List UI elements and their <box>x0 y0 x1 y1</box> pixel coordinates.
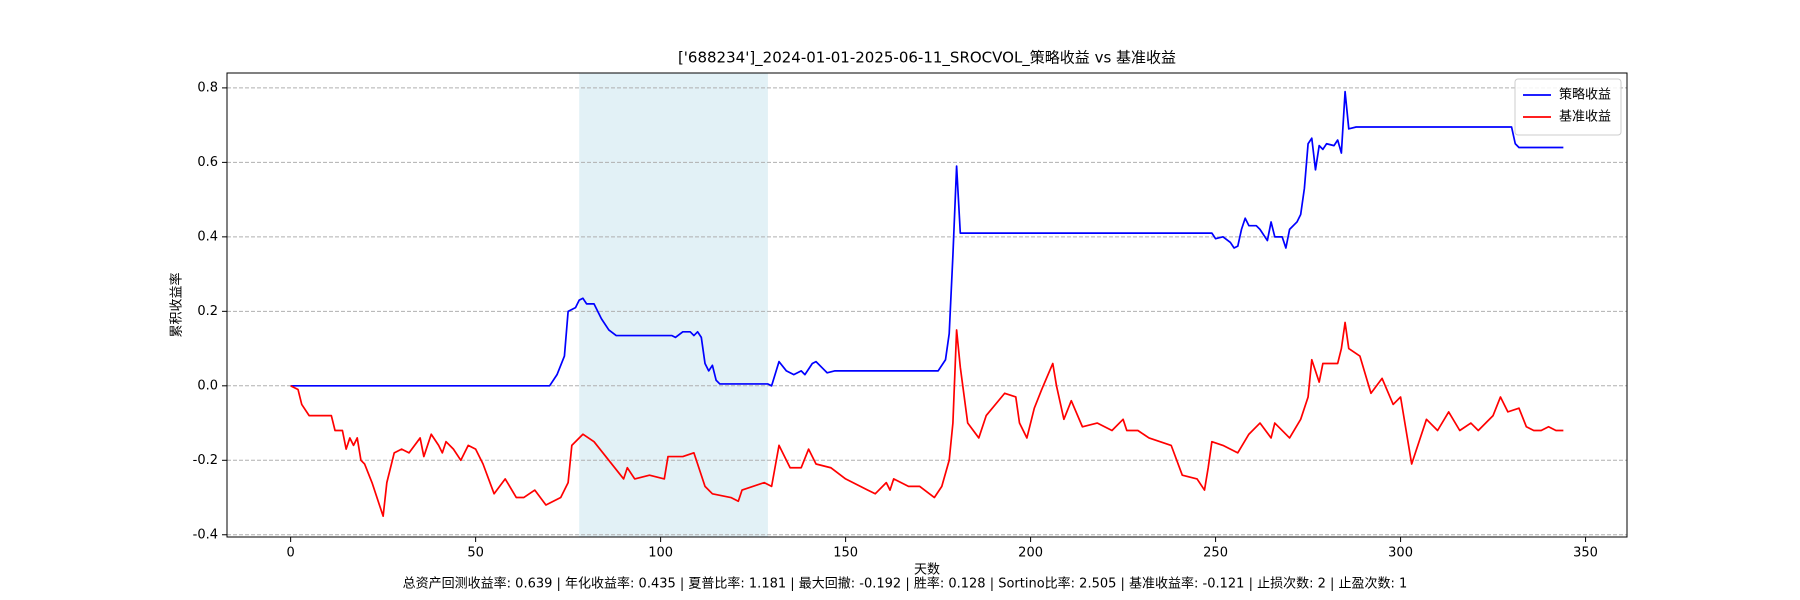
y-axis-label: 累积收益率 <box>169 272 185 337</box>
x-tick-label: 200 <box>1018 546 1043 561</box>
y-tick-label: -0.4 <box>193 527 218 542</box>
y-tick-label: 0.0 <box>197 378 218 393</box>
x-tick-label: 150 <box>833 546 858 561</box>
series-line <box>290 90 1564 387</box>
footer-stats: 总资产回测收益率: 0.639 | 年化收益率: 0.435 | 夏普比率: 1… <box>403 576 1408 592</box>
legend-label: 策略收益 <box>1559 87 1611 103</box>
highlight-span <box>579 73 768 537</box>
y-tick-label: 0.4 <box>197 229 218 244</box>
series-line <box>290 321 1564 517</box>
x-tick-label: 300 <box>1388 546 1413 561</box>
x-tick-label: 350 <box>1573 546 1598 561</box>
plot-frame <box>226 72 1628 538</box>
y-tick-label: -0.2 <box>193 453 218 468</box>
x-tick-label: 100 <box>648 546 673 561</box>
x-tick-label: 50 <box>467 546 484 561</box>
y-tick-label: 0.8 <box>197 80 218 95</box>
chart-title: ['688234']_2024-01-01-2025-06-11_SROCVOL… <box>678 49 1176 68</box>
x-tick-label: 0 <box>286 546 294 561</box>
legend-box <box>1514 78 1622 136</box>
y-tick-label: 0.2 <box>197 304 218 319</box>
x-axis-label: 天数 <box>914 563 940 578</box>
y-tick-label: 0.6 <box>197 155 218 170</box>
x-tick-label: 250 <box>1203 546 1228 561</box>
legend-label: 基准收益 <box>1559 110 1611 125</box>
